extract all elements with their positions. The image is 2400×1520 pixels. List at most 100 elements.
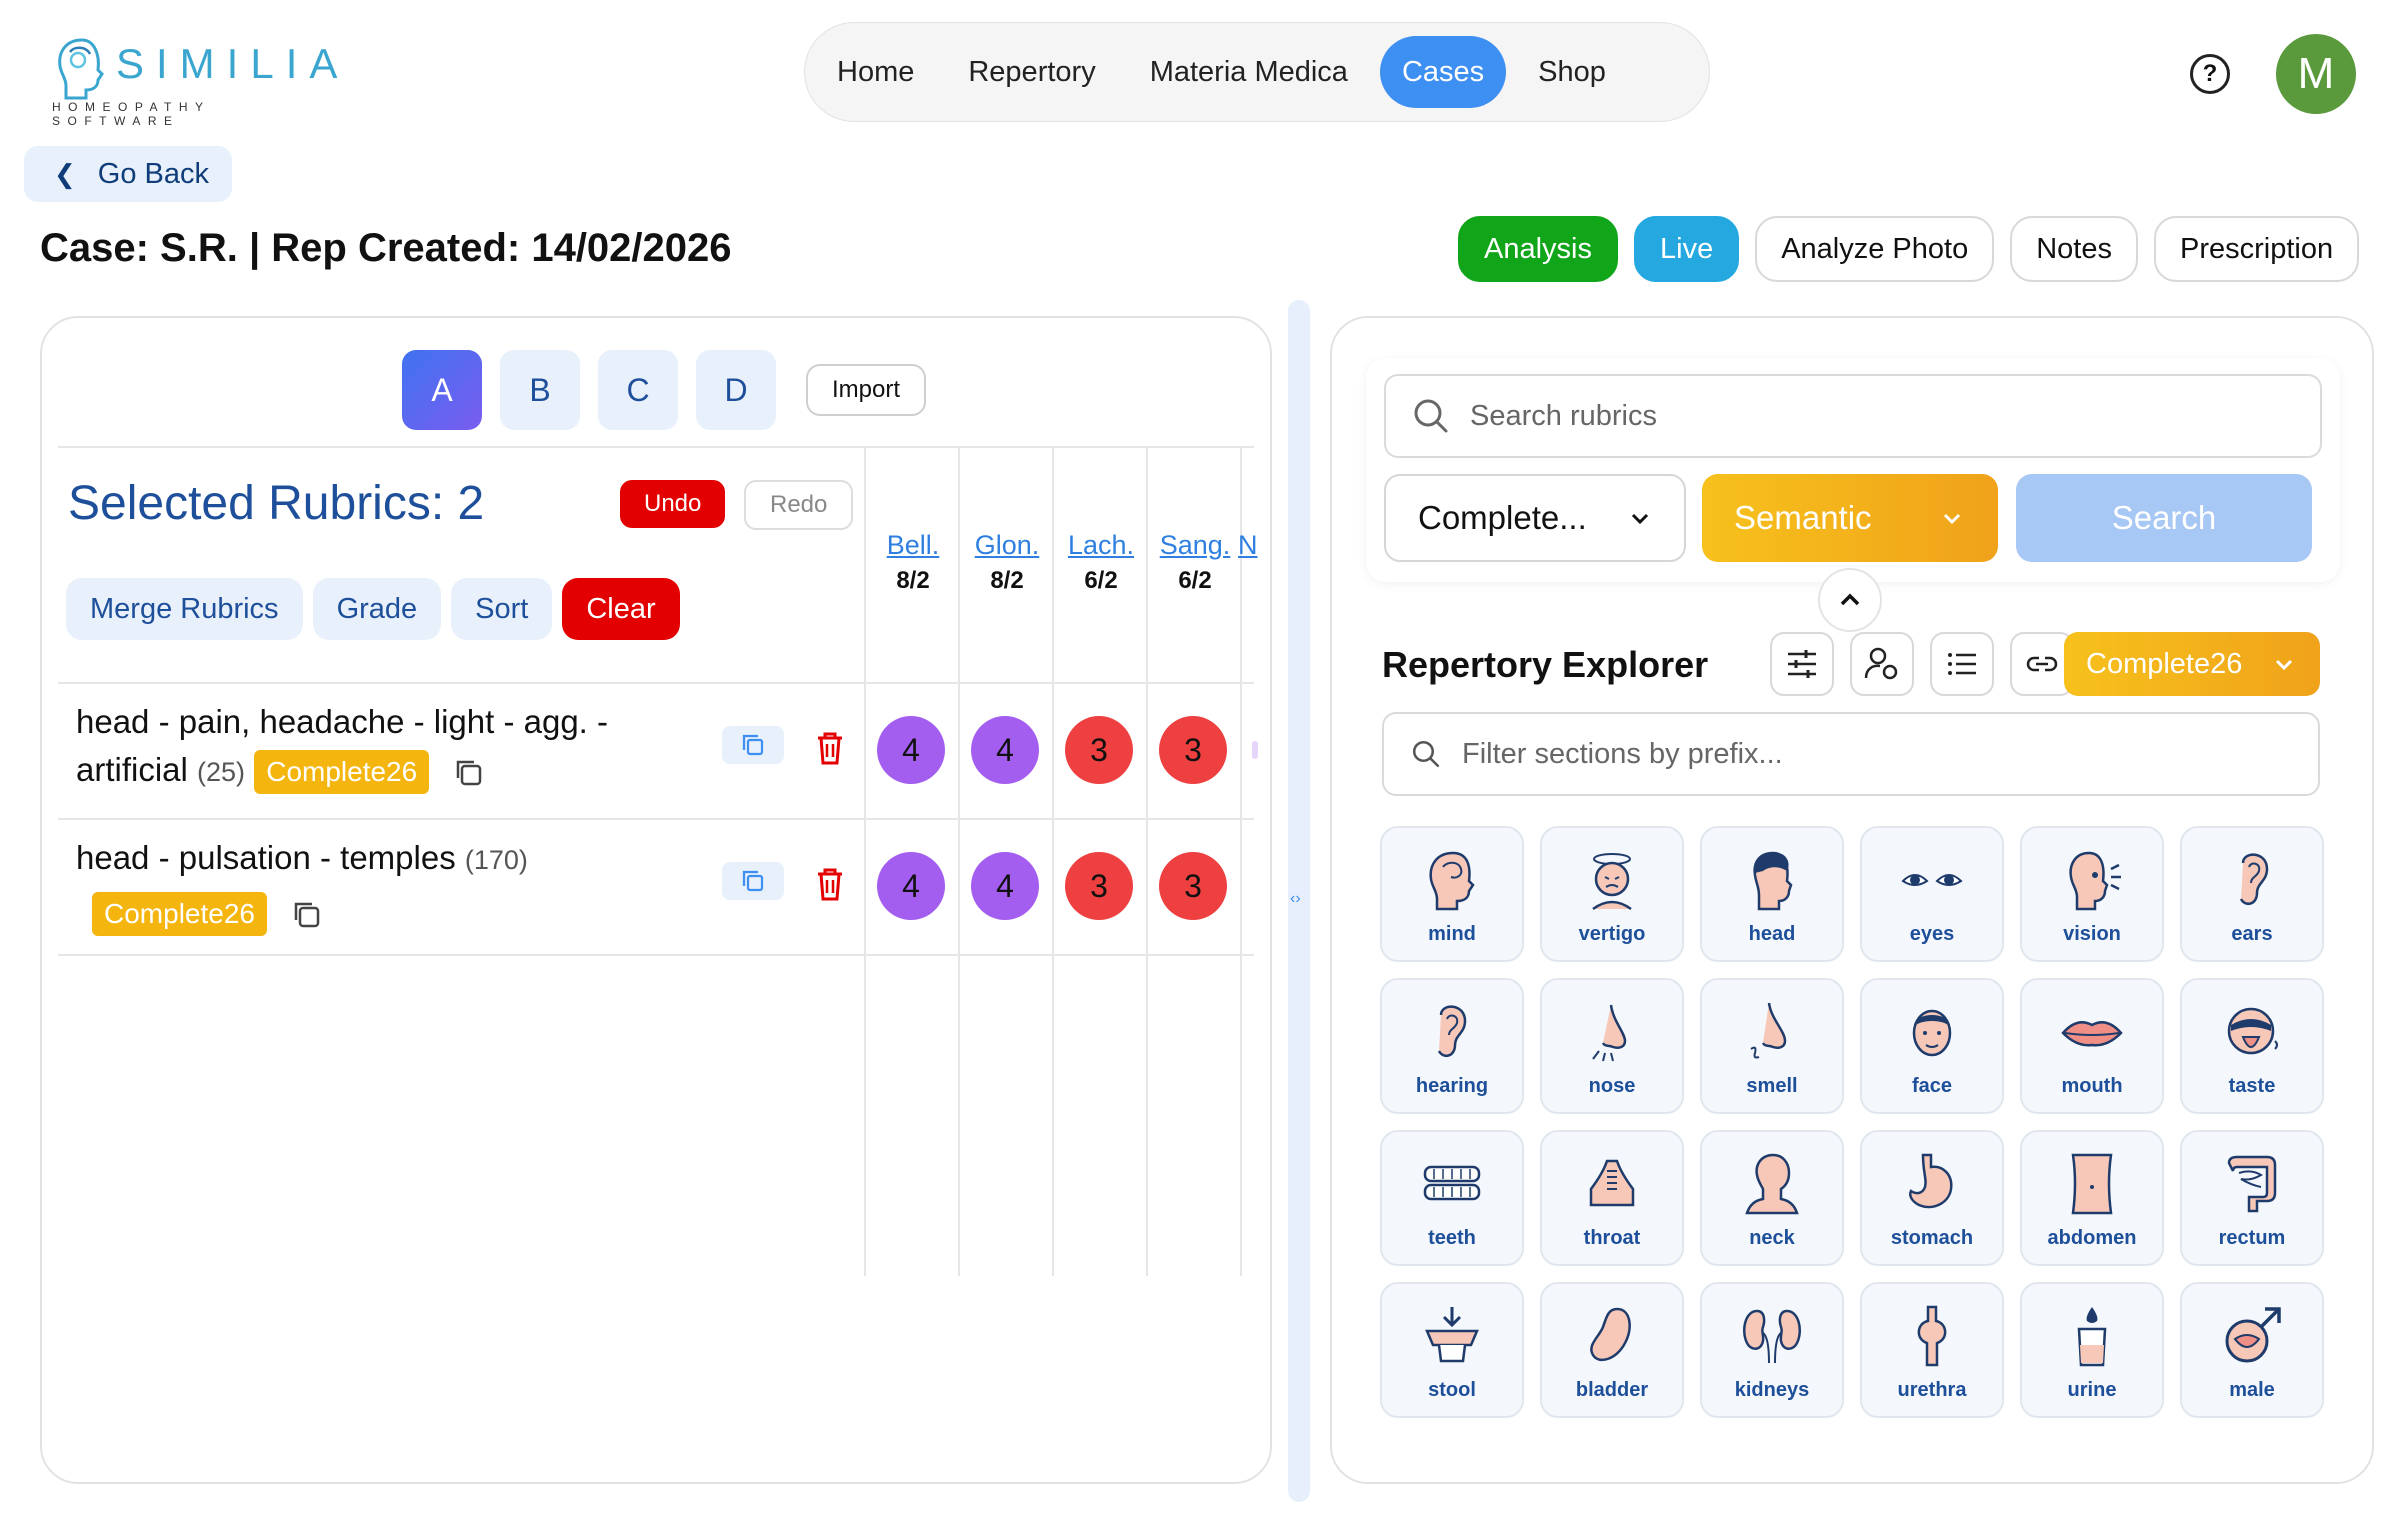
panel-resize-handle[interactable] (1288, 300, 1310, 1502)
tab-sheet-b[interactable]: B (500, 350, 580, 430)
section-tile-nose[interactable]: nose (1540, 978, 1684, 1114)
section-tile-throat[interactable]: throat (1540, 1130, 1684, 1266)
grid-divider (958, 446, 960, 1276)
remedy-column-glon[interactable]: Glon. 8/2 (960, 530, 1054, 595)
remedy-column-sang[interactable]: Sang. 6/2 (1148, 530, 1242, 595)
nav-cases[interactable]: Cases (1379, 36, 1507, 108)
nav-shop[interactable]: Shop (1538, 55, 1606, 88)
trash-icon[interactable] (814, 730, 846, 766)
copy-icon[interactable] (290, 898, 322, 930)
help-icon[interactable]: ? (2190, 54, 2230, 94)
remedy-name[interactable]: Glon. (974, 530, 1040, 560)
grade-badge[interactable]: 3 (1159, 716, 1227, 784)
section-tile-stool[interactable]: stool (1380, 1282, 1524, 1418)
analyze-photo-button[interactable]: Analyze Photo (1755, 216, 1995, 282)
import-button[interactable]: Import (806, 364, 927, 416)
section-label: ears (2231, 923, 2273, 945)
section-tile-mind[interactable]: mind (1380, 826, 1524, 962)
tab-sheet-a[interactable]: A (402, 350, 482, 430)
sort-button[interactable]: Sort (451, 578, 553, 640)
section-tile-abdomen[interactable]: abdomen (2020, 1130, 2164, 1266)
grade-button[interactable]: Grade (312, 578, 442, 640)
duplicate-rubric-button[interactable] (722, 862, 784, 900)
remedy-column-bell[interactable]: Bell. 8/2 (866, 530, 960, 595)
section-tile-face[interactable]: face (1860, 978, 2004, 1114)
nav-home[interactable]: Home (837, 55, 915, 88)
section-tile-hearing[interactable]: hearing (1380, 978, 1524, 1114)
chevron-down-icon (1631, 513, 1649, 525)
repertory-select[interactable]: Complete... (1384, 474, 1686, 562)
explorer-repertory-select[interactable]: Complete26 (2064, 632, 2320, 696)
grade-badge[interactable]: 4 (971, 716, 1039, 784)
grade-badge[interactable]: 4 (971, 852, 1039, 920)
list-view-button[interactable] (1930, 632, 1994, 696)
avatar[interactable]: M (2276, 34, 2356, 114)
sliders-button[interactable] (1770, 632, 1834, 696)
prescription-button[interactable]: Prescription (2153, 216, 2360, 282)
section-tile-stomach[interactable]: stomach (1860, 1130, 2004, 1266)
analysis-button[interactable]: Analysis (1458, 216, 1618, 282)
grade-badge[interactable]: 3 (1159, 852, 1227, 920)
remedy-column-lach[interactable]: Lach. 6/2 (1054, 530, 1148, 595)
copy-icon[interactable] (452, 756, 484, 788)
link-icon (2026, 656, 2058, 672)
duplicate-rubric-button[interactable] (722, 726, 784, 764)
section-tile-ears[interactable]: ears (2180, 826, 2324, 962)
redo-button[interactable]: Redo (744, 480, 854, 530)
live-button[interactable]: Live (1634, 216, 1740, 282)
eyes-icon (1901, 874, 1963, 886)
section-filter-input[interactable]: Filter sections by prefix... (1382, 712, 2320, 796)
tab-sheet-d[interactable]: D (696, 350, 776, 430)
clear-button[interactable]: Clear (562, 578, 680, 640)
page-title: Case: S.R. | Rep Created: 14/02/2026 (40, 226, 732, 270)
selected-rubrics-title: Selected Rubrics: 2 (68, 477, 485, 530)
section-tile-urine[interactable]: urine (2020, 1282, 2164, 1418)
collapse-search-button[interactable] (1818, 568, 1882, 632)
remedy-name[interactable]: Sang. (1159, 530, 1231, 560)
grade-badge[interactable]: 4 (877, 716, 945, 784)
trash-icon[interactable] (814, 866, 846, 902)
grade-badge[interactable]: 3 (1065, 852, 1133, 920)
person-settings-button[interactable] (1850, 632, 1914, 696)
undo-button[interactable]: Undo (620, 480, 726, 528)
remedy-name[interactable]: Bell. (886, 530, 940, 560)
grade-badge[interactable]: 4 (877, 852, 945, 920)
notes-button[interactable]: Notes (2010, 216, 2138, 282)
section-tile-taste[interactable]: taste (2180, 978, 2324, 1114)
neck-icon (1745, 1153, 1799, 1215)
section-tile-eyes[interactable]: eyes (1860, 826, 2004, 962)
search-input[interactable]: Search rubrics (1384, 374, 2322, 458)
section-tile-smell[interactable]: smell (1700, 978, 1844, 1114)
section-tile-urethra[interactable]: urethra (1860, 1282, 2004, 1418)
remedy-name[interactable]: N (1238, 530, 1258, 560)
section-tile-head[interactable]: head (1700, 826, 1844, 962)
section-tile-mouth[interactable]: mouth (2020, 978, 2164, 1114)
section-tile-teeth[interactable]: teeth (1380, 1130, 1524, 1266)
stomach-icon (1909, 1153, 1953, 1209)
similia-logo[interactable]: SIMILIA HOMEOPATHY SOFTWARE (48, 30, 348, 128)
tab-sheet-c[interactable]: C (598, 350, 678, 430)
go-back-button[interactable]: ❮ Go Back (24, 146, 232, 202)
merge-rubrics-button[interactable]: Merge Rubrics (66, 578, 303, 640)
rubric-row[interactable]: head - pain, headache - light - agg. - a… (76, 698, 608, 796)
chevron-down-icon (1943, 513, 1961, 525)
section-tile-male[interactable]: male (2180, 1282, 2324, 1418)
remedy-name[interactable]: Lach. (1067, 530, 1135, 560)
search-button[interactable]: Search (2016, 474, 2312, 562)
section-label: face (1911, 1075, 1953, 1097)
section-tile-neck[interactable]: neck (1700, 1130, 1844, 1266)
section-tile-vision[interactable]: vision (2020, 826, 2164, 962)
section-tile-kidneys[interactable]: kidneys (1700, 1282, 1844, 1418)
nav-repertory[interactable]: Repertory (968, 55, 1096, 88)
search-mode-select[interactable]: Semantic (1702, 474, 1998, 562)
section-tile-rectum[interactable]: rectum (2180, 1130, 2324, 1266)
nav-materia-medica[interactable]: Materia Medica (1149, 55, 1348, 88)
chevron-down-icon (2275, 659, 2293, 671)
grade-badge[interactable]: 3 (1065, 716, 1133, 784)
section-tile-vertigo[interactable]: vertigo (1540, 826, 1684, 962)
remedy-column-next[interactable]: N (1238, 530, 1258, 561)
rubric-row[interactable]: head - pulsation - temples (170) Complet… (76, 834, 528, 937)
repertory-tag: Complete26 (92, 892, 267, 937)
section-tile-bladder[interactable]: bladder (1540, 1282, 1684, 1418)
section-label: head (1748, 923, 1796, 945)
